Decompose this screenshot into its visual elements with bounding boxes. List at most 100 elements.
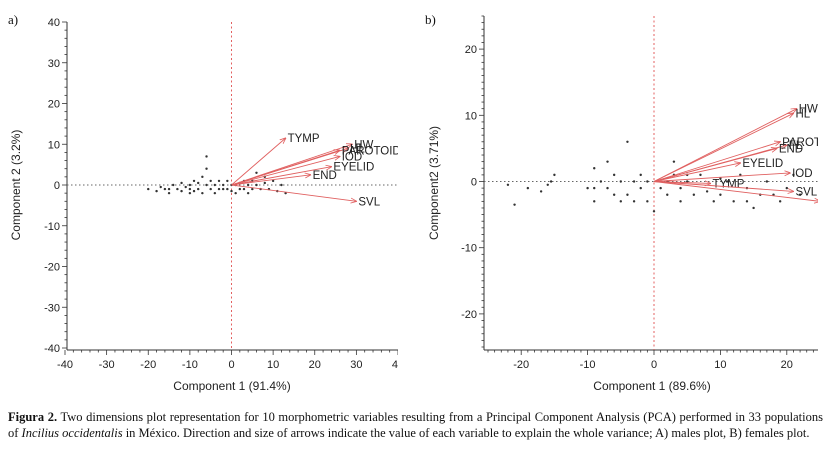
data-point-a: [188, 187, 192, 191]
data-point-b: [778, 200, 782, 203]
data-point-b: [792, 173, 795, 177]
data-point-b: [513, 203, 516, 206]
data-point-a: [180, 181, 183, 185]
data-point-b: [553, 173, 556, 177]
data-point-b: [745, 200, 749, 203]
data-point-b: [646, 180, 649, 183]
y-tick-label-a: -40: [44, 343, 60, 355]
data-point-a: [167, 187, 171, 191]
vector-label-end-a: END: [313, 170, 337, 182]
loading-vector-parotoid-b: [653, 142, 780, 182]
y-tick-label-a: 0: [54, 180, 60, 192]
y-tick-label-a: -30: [44, 302, 60, 314]
x-axis-label-b: Component 1 (89.6%): [593, 379, 710, 393]
data-point-b: [679, 200, 682, 203]
data-point-a: [205, 155, 208, 158]
data-point-b: [606, 186, 609, 190]
data-point-b: [612, 193, 616, 196]
data-point-a: [209, 187, 212, 191]
data-point-b: [659, 186, 662, 190]
data-point-b: [719, 193, 722, 196]
figure-caption: Figura 2. Two dimensions plot representa…: [8, 409, 823, 441]
data-point-a: [213, 191, 217, 195]
data-point-b: [798, 193, 802, 196]
x-tick-label-a: 30: [350, 359, 362, 371]
vector-label-iod-a: IOD: [342, 151, 362, 163]
data-point-b: [599, 180, 603, 183]
data-point-a: [201, 175, 204, 179]
data-point-b: [632, 200, 636, 203]
data-point-b: [593, 186, 596, 190]
loading-vector-tymp-a: [231, 138, 286, 186]
data-point-b: [666, 193, 669, 196]
data-point-a: [242, 187, 246, 191]
x-tick-label-a: 40: [392, 359, 404, 371]
y-tick-label-b: -10: [461, 243, 477, 255]
pca-figure: a) Component 1 (91.4%) Component 2 (3.2%…: [8, 12, 818, 393]
data-point-b: [672, 160, 676, 163]
data-point-a: [209, 179, 212, 183]
data-point-b: [725, 180, 729, 183]
vector-label-svl-b: SVL: [795, 186, 817, 198]
panel-label-b: b): [425, 12, 436, 27]
y-tick-label-b: 0: [471, 177, 477, 189]
y-tick-label-a: 20: [48, 99, 60, 111]
x-tick-label-b: -20: [513, 359, 529, 371]
data-point-a: [271, 179, 275, 183]
data-point-b: [692, 193, 696, 196]
x-tick-label-a: 10: [267, 359, 279, 371]
x-tick-label-a: -30: [99, 359, 115, 371]
data-point-a: [226, 179, 229, 183]
vector-label-svl-a: SVL: [358, 196, 380, 208]
x-tick-label-a: -40: [57, 359, 73, 371]
data-point-a: [221, 183, 225, 187]
data-point-a: [192, 189, 196, 193]
x-tick-label-a: -10: [182, 359, 198, 371]
data-point-a: [201, 191, 204, 195]
data-point-b: [619, 200, 622, 203]
data-point-b: [712, 200, 715, 203]
vector-label-hw-a: HW: [354, 139, 373, 151]
panel-label-a: a): [8, 12, 18, 27]
vector-label-iod-b: IOD: [792, 168, 812, 180]
caption-text-before: Two dimensions plot representation for 1…: [8, 410, 823, 440]
data-point-b: [549, 180, 553, 183]
vector-label-tymp-a: TYMP: [288, 133, 320, 145]
caption-label: Figura 2.: [8, 410, 58, 424]
data-point-b: [646, 200, 649, 203]
data-point-a: [163, 187, 167, 191]
x-axis-label-a: Component 1 (91.4%): [173, 379, 290, 393]
data-point-b: [526, 186, 530, 190]
data-point-b: [765, 180, 769, 183]
y-tick-label-a: -20: [44, 262, 60, 274]
y-tick-label-a: 30: [48, 58, 60, 70]
data-point-a: [217, 179, 221, 183]
y-tick-label-b: 10: [465, 110, 477, 122]
data-point-a: [172, 183, 175, 187]
data-point-b: [652, 210, 656, 213]
loading-vector-iod-a: [231, 156, 340, 186]
data-point-a: [180, 189, 183, 193]
x-tick-label-b: 10: [714, 359, 726, 371]
caption-species: Incilius occidentalis: [21, 426, 123, 440]
y-tick-label-a: -10: [44, 221, 60, 233]
data-point-a: [255, 183, 258, 187]
y-axis-label-a: Component 2 (3.2%): [9, 130, 23, 241]
plot-b-females: b) Component 1 (89.6%) Component2 (3.71%…: [425, 12, 818, 393]
data-point-a: [217, 187, 221, 191]
data-point-b: [626, 140, 629, 143]
data-point-a: [234, 191, 237, 195]
y-axis-label-b: Component2 (3.71%): [427, 126, 441, 240]
x-tick-label-a: -20: [140, 359, 156, 371]
data-point-b: [639, 173, 642, 177]
data-point-a: [251, 187, 254, 191]
data-point-b: [546, 183, 549, 187]
data-point-a: [188, 191, 192, 195]
data-point-a: [205, 183, 208, 187]
data-point-a: [246, 183, 250, 187]
x-tick-label-b: -10: [580, 359, 596, 371]
data-point-b: [785, 186, 788, 190]
data-point-b: [639, 186, 642, 190]
loading-vector-end-b: [653, 148, 777, 182]
data-point-b: [593, 200, 596, 203]
